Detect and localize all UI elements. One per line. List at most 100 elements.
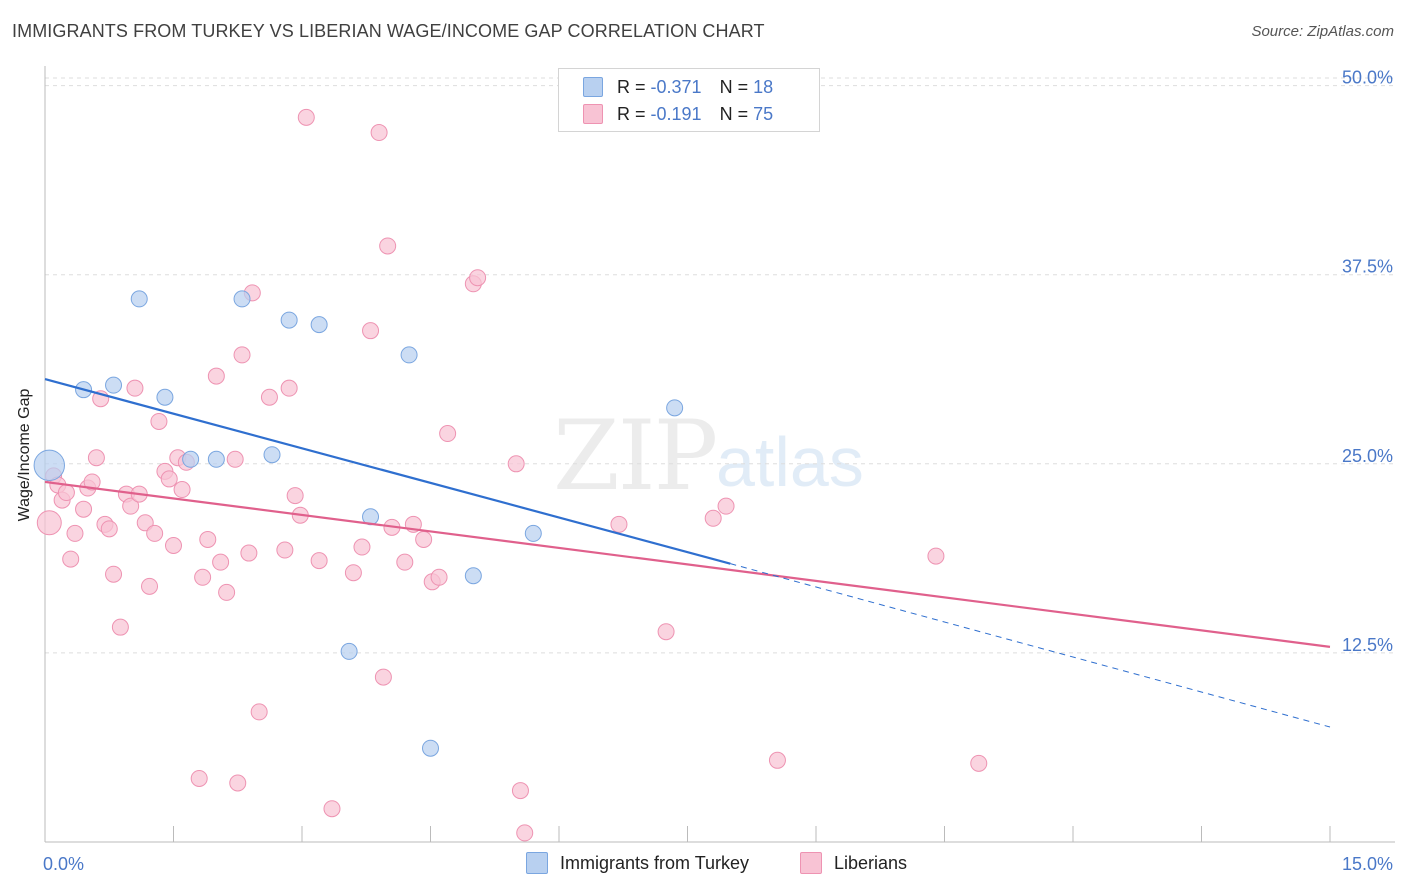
y-tick-label: 50.0% [1342,68,1393,88]
legend-n-value-liberia: 75 [753,103,774,124]
y-tick-label: 25.0% [1342,446,1393,466]
liberia-point [126,379,144,397]
liberia-point [122,497,140,515]
liberia-point [150,412,168,430]
turkey-point [263,446,281,464]
liberia-point [190,769,208,787]
liberia-point [100,520,118,538]
liberia-point [146,524,164,542]
liberia-point [218,583,236,601]
turkey-point [233,290,251,308]
turkey-point [400,346,418,364]
liberia-point [66,524,84,542]
turkey-point [524,524,542,542]
legend-r-value-turkey: -0.371 [650,76,702,97]
liberia-point [379,237,397,255]
turkey-point [182,450,200,468]
turkey-point [207,450,225,468]
liberia-point [370,124,388,142]
series-label-turkey: Immigrants from Turkey [560,852,750,873]
legend-r-label: R = [617,76,646,97]
liberia-point [212,553,230,571]
liberia-point [970,754,988,772]
liberia-point [62,550,80,568]
legend-n-value-turkey: 18 [753,76,774,97]
liberia-point [260,388,278,406]
liberia-point [276,541,294,559]
liberia-point [194,568,212,586]
legend-r-value-liberia: -0.191 [650,103,702,124]
liberia-point [323,800,341,818]
liberia-point [199,530,217,548]
series-swatch-turkey [526,852,548,874]
liberia-point [657,623,675,641]
chart-source: Source: ZipAtlas.com [1251,23,1394,40]
y-axis-label: Wage/Income Gap [16,388,33,522]
liberia-point [57,484,75,502]
liberia-point [160,470,178,488]
liberia-point [87,449,105,467]
series-legend: Immigrants from Turkey Liberians [0,852,1406,878]
liberia-point [280,379,298,397]
liberia-point [229,774,247,792]
turkey-point [105,376,123,394]
liberia-point [226,450,244,468]
liberia-point [111,618,129,636]
legend-n-label: N = [719,103,749,124]
liberia-point [105,565,123,583]
liberia-point [469,269,487,287]
legend-row-liberia: R = -0.191 N = 75 [583,102,774,126]
turkey-point [33,449,65,482]
liberia-point [415,530,433,548]
liberia-point [516,824,534,842]
liberia-point [233,346,251,364]
liberia-point [165,536,182,554]
liberia-point [173,481,191,499]
turkey-point [464,567,482,585]
correlation-legend: R = -0.371 N = 18 R = -0.191 N = 75 [558,68,820,132]
liberia-trend-line [44,480,1331,648]
liberia-point [286,487,304,505]
turkey-point [280,311,298,329]
liberia-point [136,514,154,532]
turkey-point [340,642,358,660]
liberia-point [717,497,735,515]
turkey-point [422,739,439,757]
liberia-point [297,108,315,126]
liberia-point [439,425,457,443]
x-tick-label: 0.0% [43,854,84,874]
x-tick-label: 15.0% [1342,854,1393,874]
liberia-point [507,455,525,473]
chart-title: IMMIGRANTS FROM TURKEY VS LIBERIAN WAGE/… [12,21,765,41]
liberia-point [310,552,328,570]
series-swatch-liberia [800,852,822,874]
liberia-point [240,544,258,562]
legend-swatch-turkey [583,77,603,97]
legend-r-label: R = [617,103,646,124]
turkey-point [156,388,174,406]
series-label-liberia: Liberians [834,852,908,873]
y-tick-label: 12.5% [1342,635,1393,655]
liberia-point [430,568,448,586]
watermark-zip: ZIP [553,400,718,512]
liberia-point [353,538,371,556]
liberia-point [250,703,268,721]
liberia-point [75,500,93,518]
legend-swatch-liberia [583,104,603,124]
liberia-point [396,553,414,571]
liberia-point [36,510,62,536]
liberia-point [344,564,362,582]
liberia-point [610,515,628,533]
liberia-point [207,367,225,385]
legend-row-turkey: R = -0.371 N = 18 [583,75,774,99]
legend-n-label: N = [719,76,749,97]
series-legend-turkey: Immigrants from Turkey [526,852,749,874]
turkey-trend-line [44,378,731,565]
liberia-point [768,751,786,769]
y-tick-label: 37.5% [1342,257,1393,277]
liberia-point [141,577,159,595]
turkey-point [130,290,148,308]
liberia-point [511,782,529,800]
series-legend-liberia: Liberians [800,852,907,874]
